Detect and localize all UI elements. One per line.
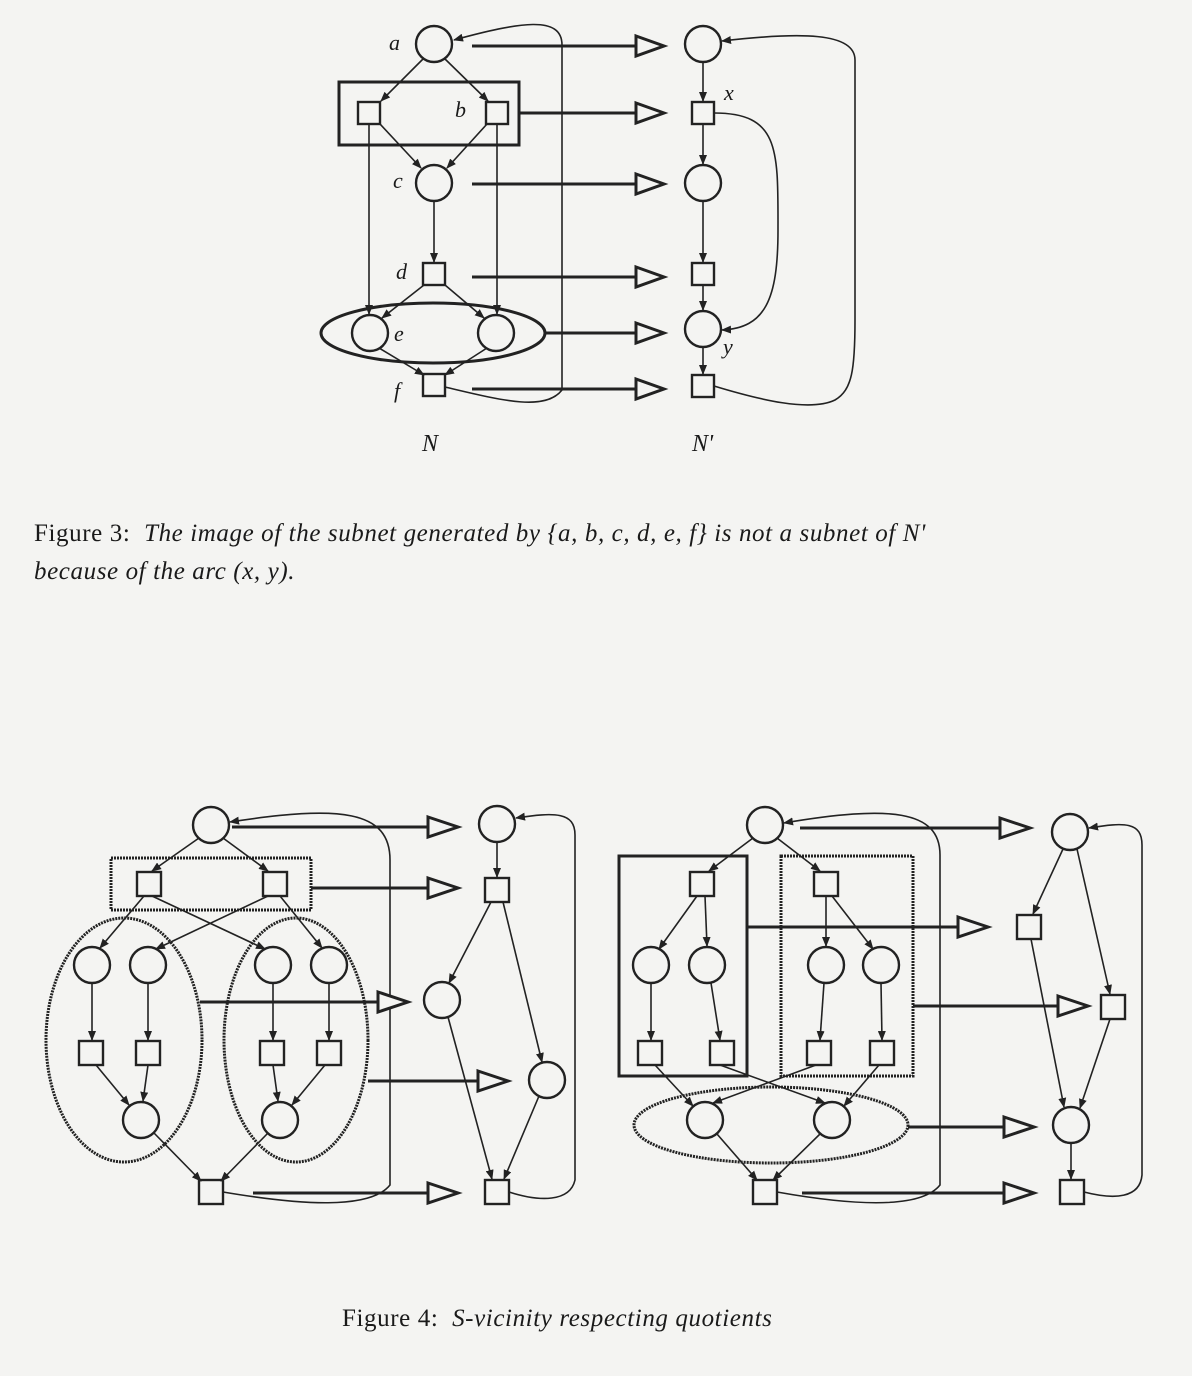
caption-prefix: Figure 3: [34, 520, 131, 547]
transition-b-right [484, 100, 510, 126]
transition-bottom [197, 1178, 225, 1206]
group-box-top [109, 856, 313, 912]
mapping-arrows-fig3 [472, 33, 669, 402]
transition-r1 [258, 1039, 286, 1067]
label-b: b [455, 97, 466, 122]
e-group-ellipse [319, 301, 547, 365]
place-r1 [253, 945, 293, 985]
group-box-right [779, 854, 915, 1078]
label-x: x [723, 80, 734, 105]
rq-place-top [1050, 812, 1090, 852]
q-transition-bottom [483, 1178, 511, 1206]
label-y: y [721, 334, 733, 359]
place-r2 [309, 945, 349, 985]
q-place-mid-left [422, 980, 462, 1020]
caption-text-line-2: because of the arc (x, y). [34, 558, 296, 585]
place-l2 [128, 945, 168, 985]
place-l-join [121, 1100, 161, 1140]
q-transition-top [483, 876, 511, 904]
q-place-mid-right [527, 1060, 567, 1100]
net-label-n-prime: N' [691, 431, 714, 457]
group-ellipse-right [222, 916, 370, 1164]
caption-text-line-1: The image of the subnet generated by {a,… [144, 520, 926, 547]
transition-r2 [315, 1039, 343, 1067]
place-e-left [350, 313, 390, 353]
caption-line-1: Figure 3: The image of the subnet genera… [34, 515, 1184, 553]
label-c: c [393, 168, 403, 193]
r-transition-b1 [805, 1039, 833, 1067]
r-place-a1 [631, 945, 671, 985]
r-transition-a [688, 870, 716, 898]
r-transition-b [812, 870, 840, 898]
rq-transition-right [1099, 993, 1127, 1021]
r-place-a2 [687, 945, 727, 985]
place-l1 [72, 945, 112, 985]
group-ellipse-bottom [632, 1085, 910, 1165]
r-place-b1 [806, 945, 846, 985]
transition-b-left [356, 100, 382, 126]
net-n [319, 23, 563, 403]
figure-4-left-diagram [44, 804, 576, 1206]
group-ellipse-left [44, 916, 204, 1164]
r-transition-a1 [636, 1039, 664, 1067]
rq-transition-bottom [1058, 1178, 1086, 1206]
caption-line-2: because of the arc (x, y). [34, 553, 1184, 591]
place-e-right [476, 313, 516, 353]
place-y [683, 309, 723, 349]
transition-l1 [77, 1039, 105, 1067]
label-d: d [396, 259, 408, 284]
place-c [414, 163, 454, 203]
transition-d [421, 261, 447, 287]
transition-top-right [261, 870, 289, 898]
net-label-n: N [421, 431, 440, 457]
transition-d-image [690, 261, 716, 287]
label-f: f [394, 378, 403, 403]
r-place-top [745, 805, 785, 845]
transition-l2 [134, 1039, 162, 1067]
b-group-box [337, 80, 521, 147]
place-c-image [683, 163, 723, 203]
label-a: a [389, 30, 400, 55]
place-top [191, 805, 231, 845]
r-place-join-left [685, 1100, 725, 1140]
place-a-image [683, 24, 723, 64]
label-e: e [394, 321, 404, 346]
place-r-join [260, 1100, 300, 1140]
transition-f-image [690, 373, 716, 399]
transition-x [690, 100, 716, 126]
figure-4-right-diagram [617, 805, 1143, 1206]
figure-3-caption: Figure 3: The image of the subnet genera… [34, 515, 1184, 591]
group-box-left [617, 854, 749, 1078]
place-a [414, 24, 454, 64]
r-transition-bottom [751, 1178, 779, 1206]
transition-f [421, 372, 447, 398]
figure-4-caption: Figure 4: S-vicinity respecting quotient… [342, 1300, 902, 1338]
rq-place-mid [1051, 1105, 1091, 1145]
caption-text: S-vicinity respecting quotients [452, 1305, 773, 1332]
r-place-b2 [861, 945, 901, 985]
r-transition-a2 [708, 1039, 736, 1067]
caption-prefix: Figure 4: [342, 1305, 439, 1332]
q-place-top [477, 804, 517, 844]
r-transition-b2 [868, 1039, 896, 1067]
rq-transition-left [1015, 913, 1043, 941]
transition-top-left [135, 870, 163, 898]
net-n-prime [683, 24, 856, 406]
r-place-join-right [812, 1100, 852, 1140]
figure-3-diagram: a b c d e f x y N N' [319, 23, 856, 457]
